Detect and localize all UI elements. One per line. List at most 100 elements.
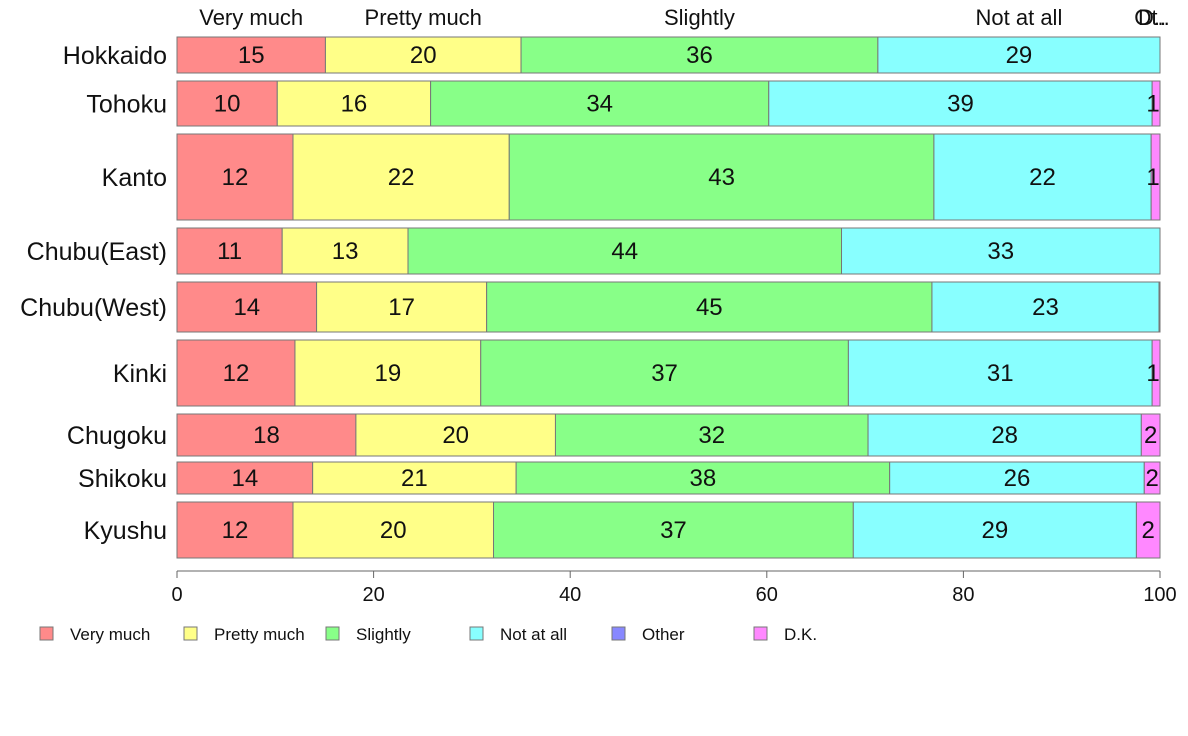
bar-segment-tohoku-d-k [1151, 80, 1161, 127]
x-tick-label-60: 60 [756, 584, 778, 606]
bar-segment-tohoku-pretty-much [276, 80, 432, 127]
data-label-kinki-pretty-much: 19 [375, 360, 402, 387]
bar-row-kyushu: 12 20 37 29 2 [176, 501, 1161, 559]
bar-segment-chugoku-pretty-much [355, 413, 556, 457]
data-label-kyushu-very-much: 12 [222, 517, 249, 544]
legend-item-not-at-all: Not at all [469, 625, 567, 644]
data-label-kinki-not-at-all: 31 [987, 360, 1014, 387]
bar-segment-kyushu-not-at-all [852, 501, 1137, 559]
bar-segment-chubu-east-very-much [176, 227, 283, 275]
x-tick-label-80: 80 [952, 584, 974, 606]
data-label-chugoku-not-at-all: 28 [991, 422, 1018, 449]
bar-segment-shikoku-slightly [515, 461, 891, 495]
data-label-chubu-east-not-at-all: 33 [987, 238, 1014, 265]
bar-segment-chubu-east-slightly [407, 227, 843, 275]
legend-label-very-much: Very much [70, 625, 150, 644]
data-label-hokkaido-very-much: 15 [238, 42, 265, 69]
data-label-tohoku-slightly: 34 [586, 91, 613, 118]
legend-item-other: Other [611, 625, 685, 644]
data-label-chugoku-slightly: 32 [698, 422, 725, 449]
bar-row-shikoku: 14 21 38 26 2 [176, 461, 1161, 495]
x-tick-label-0: 0 [171, 584, 182, 606]
data-label-chubu-west-very-much: 14 [233, 294, 260, 321]
bar-segment-hokkaido-not-at-all [877, 36, 1161, 74]
category-label-kyushu: Kyushu [84, 517, 167, 545]
bar-segment-chubu-west-pretty-much [316, 281, 488, 333]
bar-segment-hokkaido-pretty-much [324, 36, 522, 74]
data-label-kinki-slightly: 37 [651, 360, 678, 387]
category-label-chugoku: Chugoku [67, 422, 167, 450]
data-label-kanto-pretty-much: 22 [388, 164, 415, 191]
data-label-chubu-west-pretty-much: 17 [388, 294, 415, 321]
legend-swatch-d-k [753, 626, 768, 641]
category-label-tohoku: Tohoku [86, 91, 167, 119]
bar-segment-kyushu-very-much [176, 501, 294, 559]
top-label-other: Ot.. [1134, 5, 1169, 30]
bar-segment-kanto-not-at-all [933, 133, 1152, 221]
bar-row-kinki: 12 19 37 31 1 [176, 339, 1161, 407]
bar-segment-kinki-d-k [1151, 339, 1161, 407]
bar-segment-chubu-west-d-k [1158, 281, 1161, 333]
data-label-kanto-very-much: 12 [222, 164, 249, 191]
legend-label-not-at-all: Not at all [500, 625, 567, 644]
x-axis: 0 20 40 60 80 100 [171, 570, 1177, 606]
bar-segment-kinki-slightly [480, 339, 849, 407]
data-label-chubu-east-pretty-much: 13 [332, 238, 359, 265]
top-label-d-k: D.. [1138, 5, 1166, 30]
legend: Very much Pretty much Slightly Not at all Ot… [39, 625, 817, 644]
legend-item-d-k: D.K. [753, 625, 817, 644]
legend-swatch-other [611, 626, 626, 641]
bar-segment-shikoku-very-much [176, 461, 314, 495]
bar-segment-kanto-pretty-much [292, 133, 510, 221]
data-label-tohoku-d-k: 1 [1146, 91, 1159, 118]
category-label-kinki: Kinki [113, 360, 167, 388]
bar-segment-kyushu-pretty-much [292, 501, 495, 559]
top-label-very-much: Very much [199, 5, 303, 30]
data-label-tohoku-not-at-all: 39 [947, 91, 974, 118]
bar-segment-chugoku-d-k [1140, 413, 1161, 457]
top-label-pretty-much: Pretty much [365, 5, 482, 30]
bar-segment-kanto-d-k [1150, 133, 1161, 221]
bar-row-chugoku: 18 20 32 28 2 [176, 413, 1161, 457]
bar-segment-kinki-pretty-much [294, 339, 482, 407]
data-label-kyushu-not-at-all: 29 [982, 517, 1009, 544]
legend-item-very-much: Very much [39, 625, 150, 644]
data-label-tohoku-very-much: 10 [214, 91, 241, 118]
bar-segment-chugoku-not-at-all [867, 413, 1142, 457]
top-label-not-at-all: Not at all [976, 5, 1063, 30]
data-label-kinki-very-much: 12 [223, 360, 250, 387]
data-label-tohoku-pretty-much: 16 [341, 91, 368, 118]
bar-segment-kinki-not-at-all [847, 339, 1153, 407]
bar-segment-kyushu-d-k [1135, 501, 1161, 559]
bar-segment-chubu-west-very-much [176, 281, 318, 333]
bar-segment-chubu-west-slightly [486, 281, 933, 333]
bar-segment-shikoku-d-k [1143, 461, 1161, 495]
category-label-hokkaido: Hokkaido [63, 42, 167, 70]
data-label-shikoku-very-much: 14 [231, 465, 258, 492]
legend-swatch-pretty-much [183, 626, 198, 641]
x-tick-label-40: 40 [559, 584, 581, 606]
bar-segment-tohoku-slightly [430, 80, 770, 127]
data-label-chubu-east-very-much: 11 [217, 238, 242, 265]
bar-row-tohoku: 10 16 34 39 1 [176, 80, 1161, 127]
legend-label-slightly: Slightly [356, 625, 411, 644]
data-label-kanto-not-at-all: 22 [1029, 164, 1056, 191]
bar-segment-chubu-east-pretty-much [281, 227, 409, 275]
category-label-chubu-west: Chubu(West) [20, 294, 167, 322]
bar-segment-tohoku-not-at-all [768, 80, 1153, 127]
x-tick-label-20: 20 [362, 584, 384, 606]
data-label-shikoku-pretty-much: 21 [401, 465, 428, 492]
data-label-kyushu-slightly: 37 [660, 517, 687, 544]
data-label-kyushu-d-k: 2 [1142, 517, 1155, 544]
bar-row-chubu-west: 14 17 45 23 [176, 281, 1161, 333]
bar-segment-chugoku-slightly [554, 413, 869, 457]
bar-segment-chugoku-very-much [176, 413, 357, 457]
legend-item-pretty-much: Pretty much [183, 625, 305, 644]
data-label-hokkaido-slightly: 36 [686, 42, 713, 69]
data-label-chugoku-very-much: 18 [253, 422, 280, 449]
data-label-kyushu-pretty-much: 20 [380, 517, 407, 544]
legend-label-other: Other [642, 625, 685, 644]
bar-segment-kanto-slightly [508, 133, 935, 221]
legend-swatch-slightly [325, 626, 340, 641]
data-label-shikoku-slightly: 38 [690, 465, 717, 492]
